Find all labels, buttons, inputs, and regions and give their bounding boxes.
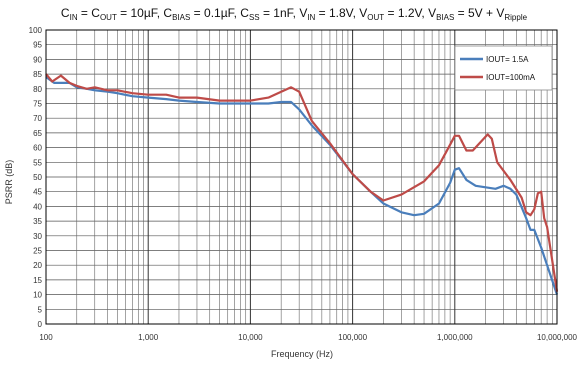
title-part: = C bbox=[78, 6, 101, 20]
title-part: = 0.1µF, C bbox=[190, 6, 249, 20]
y-tick-label: 20 bbox=[33, 261, 42, 270]
y-axis-label: PSRR (dB) bbox=[4, 160, 14, 205]
y-tick-label: 15 bbox=[33, 276, 42, 285]
x-tick-label: 100 bbox=[39, 333, 53, 342]
title-part: C bbox=[61, 6, 70, 20]
title-part: SS bbox=[249, 13, 260, 22]
x-tick-label: 1,000 bbox=[138, 333, 159, 342]
y-tick-label: 95 bbox=[33, 41, 42, 50]
series-line-2 bbox=[45, 73, 559, 292]
y-tick-label: 55 bbox=[33, 158, 42, 167]
title-part: OUT bbox=[367, 13, 384, 22]
chart-title: CIN = COUT = 10µF, CBIAS = 0.1µF, CSS = … bbox=[61, 6, 528, 22]
y-tick-label: 40 bbox=[33, 202, 42, 211]
legend-box bbox=[454, 45, 553, 91]
legend: IOUT= 1.5A IOUT=100mA bbox=[454, 45, 553, 91]
y-tick-label: 75 bbox=[33, 100, 42, 109]
title-part: = 1.8V, V bbox=[315, 6, 367, 20]
y-tick-label: 85 bbox=[33, 70, 42, 79]
y-tick-label: 30 bbox=[33, 232, 42, 241]
title-part: = 1.2V, V bbox=[384, 6, 436, 20]
x-tick-label: 100,000 bbox=[338, 333, 367, 342]
y-tick-label: 45 bbox=[33, 188, 42, 197]
y-tick-label: 35 bbox=[33, 217, 42, 226]
y-tick-label: 70 bbox=[33, 114, 42, 123]
legend-label: IOUT= 1.5A bbox=[486, 55, 529, 64]
title-part: BIAS bbox=[172, 13, 190, 22]
legend-label: IOUT=100mA bbox=[486, 73, 536, 82]
x-axis-label: Frequency (Hz) bbox=[271, 349, 333, 359]
title-part: = 10µF, C bbox=[117, 6, 173, 20]
y-tick-label: 5 bbox=[38, 305, 43, 314]
title-part: = 5V + V bbox=[454, 6, 504, 20]
title-part: IN bbox=[70, 13, 78, 22]
y-tick-label: 0 bbox=[38, 320, 43, 329]
series-line-1 bbox=[45, 76, 559, 295]
title-part: = 1nF, V bbox=[260, 6, 308, 20]
title-part: BIAS bbox=[436, 13, 454, 22]
y-tick-label: 90 bbox=[33, 55, 42, 64]
title-part: IN bbox=[307, 13, 315, 22]
y-tick-label: 100 bbox=[29, 26, 43, 35]
plot-lines bbox=[45, 73, 559, 295]
x-tick-label: 10,000 bbox=[238, 333, 263, 342]
y-tick-label: 10 bbox=[33, 291, 42, 300]
title-part: OUT bbox=[100, 13, 117, 22]
y-tick-label: 50 bbox=[33, 173, 42, 182]
axis-ticks: 0 5 10 15 20 25 30 35 40 45 50 55 60 65 70 75 80 85 90 95 10… bbox=[29, 26, 578, 342]
y-tick-label: 60 bbox=[33, 144, 42, 153]
title-part: Ripple bbox=[504, 13, 527, 22]
y-tick-label: 25 bbox=[33, 247, 42, 256]
x-tick-label: 10,000,000 bbox=[537, 333, 578, 342]
plot-frame bbox=[45, 29, 558, 325]
y-tick-label: 80 bbox=[33, 85, 42, 94]
x-tick-label: 1,000,000 bbox=[437, 333, 473, 342]
y-tick-label: 65 bbox=[33, 129, 42, 138]
